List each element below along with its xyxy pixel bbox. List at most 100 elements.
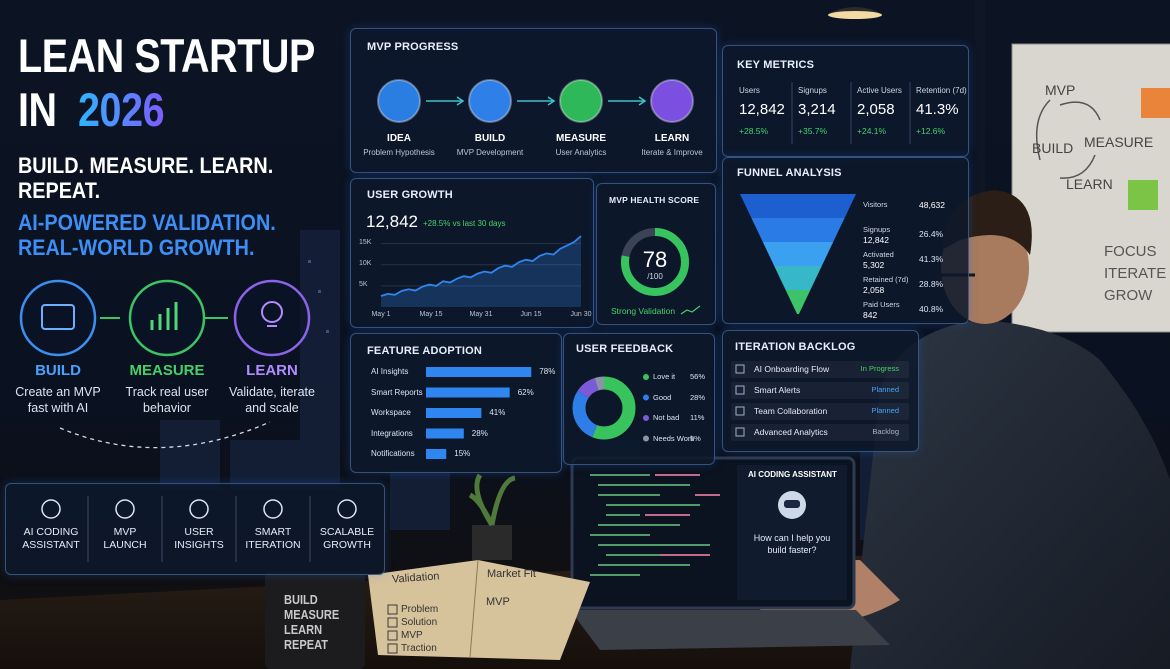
metric-label: Retention (7d) <box>916 86 967 95</box>
legend-label: Needs Work <box>653 433 695 443</box>
bar <box>426 387 510 398</box>
stage-rate: 40.8% <box>919 304 944 314</box>
funnel-band <box>762 242 834 266</box>
checklist-item: Traction <box>401 643 437 654</box>
panel-title: MVP HEALTH SCORE <box>609 195 700 205</box>
x-tick-label: May 15 <box>419 311 443 318</box>
funnel-band <box>774 266 822 290</box>
feature-label: MVP LAUNCH <box>103 526 147 551</box>
funnel-band <box>785 290 811 314</box>
whiteboard-note: GROW <box>1104 287 1153 304</box>
category: Smart Reports <box>371 387 423 397</box>
step-name: BUILD <box>474 133 506 144</box>
tagline: BUILD. MEASURE. LEARN. <box>18 153 274 178</box>
status: Planned <box>871 385 899 394</box>
chart <box>740 194 856 314</box>
tagline: REPEAT. <box>18 178 101 203</box>
checkbox <box>735 364 745 374</box>
stage-rate: 41.3% <box>919 254 944 264</box>
step-name: LEARN <box>654 133 690 144</box>
value-label: 11% <box>690 413 705 422</box>
funnel-panel: FUNNEL ANALYSIS Visitors 48,632 Signups 12,8… <box>722 157 969 324</box>
x-tick-label: May 1 <box>371 311 391 318</box>
sticky-note <box>1141 88 1170 118</box>
stage-name: Activated <box>863 250 894 259</box>
category: Notifications <box>371 449 415 458</box>
x-tick-label: May 31 <box>469 311 493 318</box>
legend-dot <box>643 394 649 401</box>
panel-title: FUNNEL ANALYSIS <box>737 167 842 179</box>
x-tick-label: Jun 30 <box>570 311 592 318</box>
value-label: 56% <box>690 372 706 381</box>
assistant-prompt: How can I help you build faster? <box>753 533 831 555</box>
hero-year: 2026 <box>78 83 165 136</box>
growth-total: 12,842 <box>366 212 418 231</box>
hero-title: IN <box>18 83 57 136</box>
panel-title: KEY METRICS <box>737 59 815 71</box>
score: 78 <box>642 247 668 272</box>
whiteboard-text: LEARN <box>1066 176 1113 192</box>
arrow <box>426 96 465 106</box>
category: Integrations <box>371 428 413 438</box>
y-tick-label: 5K <box>359 280 368 288</box>
feature-icon <box>337 499 357 519</box>
donut-segment <box>572 376 636 440</box>
whiteboard-text: MVP <box>1045 82 1076 98</box>
arrow <box>608 96 647 106</box>
whiteboard-note: FOCUS <box>1104 243 1157 260</box>
stage-name: Signups <box>863 225 891 234</box>
chart <box>572 374 649 442</box>
legend-label: Love it <box>653 372 676 381</box>
whiteboard-text: BUILD <box>1032 140 1074 156</box>
task: AI Onboarding Flow <box>754 364 830 374</box>
status: Planned <box>871 406 899 415</box>
legend-dot <box>643 415 649 421</box>
assistant-title: AI CODING ASSISTANT <box>748 470 837 479</box>
stage-rate: 26.4% <box>919 229 944 239</box>
metric-value: 3,214 <box>798 101 836 118</box>
panel-title: MVP PROGRESS <box>367 41 459 53</box>
bar <box>426 408 482 418</box>
bar <box>426 449 447 459</box>
checklist-item: Problem <box>401 604 439 615</box>
panel-title: USER GROWTH <box>367 189 453 201</box>
checkbox <box>735 406 745 416</box>
stage-count: 48,632 <box>919 200 945 210</box>
chart <box>161 496 209 562</box>
step-name: MEASURE <box>555 133 606 144</box>
value-label: 78% <box>539 367 556 376</box>
checkbox <box>735 427 745 437</box>
cycle-text: Validate, iterate and scale <box>229 385 315 415</box>
chart <box>87 496 135 562</box>
chart <box>235 496 283 562</box>
mug-text: BUILD <box>284 592 318 607</box>
status: Strong Validation <box>611 306 676 316</box>
cycle-label: BUILD <box>35 362 81 379</box>
step-icon <box>650 79 694 123</box>
step-sub: User Analytics <box>555 148 607 157</box>
spark <box>680 305 701 315</box>
stage-count: 2,058 <box>863 285 885 295</box>
row <box>731 361 909 378</box>
step-icon <box>377 79 421 123</box>
feature-label: SCALABLE GROWTH <box>319 526 375 551</box>
bar <box>426 428 464 439</box>
legend-label: Not bad <box>653 413 680 422</box>
hero-title: LEAN STARTUP <box>18 29 315 82</box>
step-sub: Problem Hypothesis <box>363 148 435 157</box>
donut-segment <box>572 376 636 440</box>
funnel-band <box>751 218 845 242</box>
metric-change: +28.5% <box>739 126 769 136</box>
area <box>381 236 581 307</box>
feature-adoption-panel: FEATURE ADOPTION AI Insights 78% Smart Repo… <box>350 333 562 473</box>
step-icon <box>559 79 603 123</box>
value-label: 28% <box>690 392 706 402</box>
chart <box>377 79 694 123</box>
value-label: 62% <box>517 387 534 397</box>
row <box>731 424 909 441</box>
highlight: REAL-WORLD GROWTH. <box>18 235 255 260</box>
feature-icon <box>189 499 209 519</box>
funnel-band <box>740 194 856 218</box>
checkbox <box>735 385 745 395</box>
legend-dot <box>643 435 649 442</box>
